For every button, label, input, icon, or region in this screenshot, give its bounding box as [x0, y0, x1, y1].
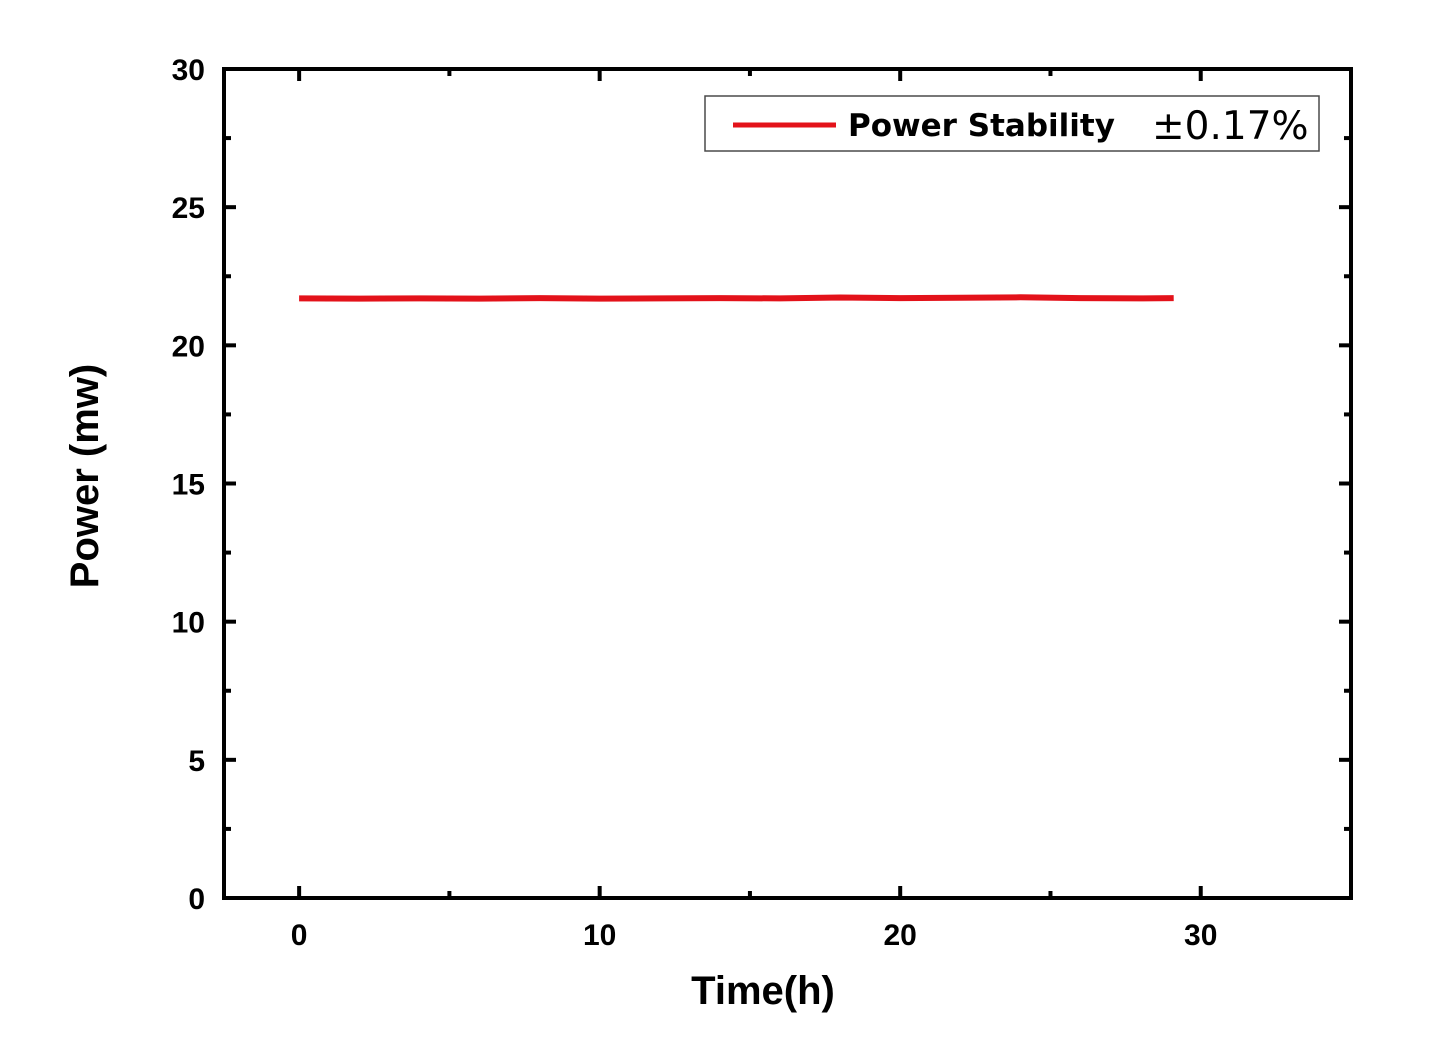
- ticks-layer: [224, 67, 1351, 900]
- x-axis-title: Time(h): [691, 969, 835, 1013]
- series-line-0: [299, 294, 1174, 302]
- y-tick-label: 30: [172, 54, 205, 87]
- y-axis-title: Power (mw): [63, 364, 107, 588]
- series-layer: [299, 294, 1174, 302]
- legend-stability-value: ±0.17%: [1152, 104, 1309, 149]
- x-tick-label: 30: [1184, 919, 1217, 952]
- x-tick-label: 0: [291, 919, 308, 952]
- y-tick-label: 5: [188, 745, 205, 778]
- y-tick-label: 10: [172, 607, 205, 640]
- legend-label: Power Stability: [848, 108, 1115, 144]
- y-tick-label: 20: [172, 330, 205, 363]
- y-tick-label: 15: [172, 469, 205, 502]
- y-tick-label: 25: [172, 192, 205, 225]
- x-tick-label: 20: [884, 919, 917, 952]
- tick-labels-layer: 0 10 20 30 0 5 10 15 20 25 30: [172, 54, 1218, 952]
- x-tick-label: 10: [583, 919, 616, 952]
- legend: Power Stability ±0.17%: [704, 95, 1320, 152]
- y-tick-label: 0: [188, 883, 205, 916]
